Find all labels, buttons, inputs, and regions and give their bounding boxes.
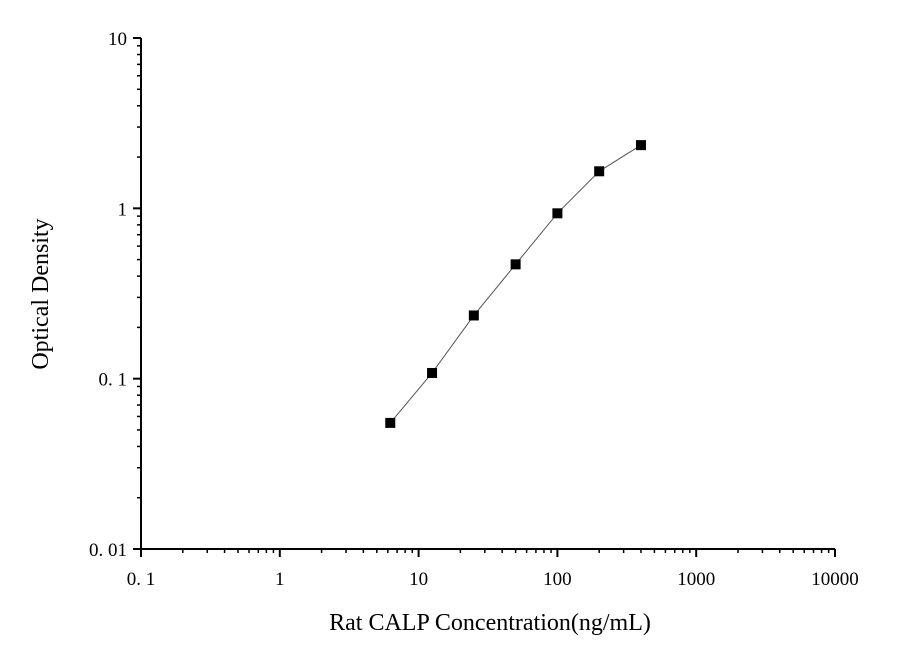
- x-tick-label: 0. 1: [127, 569, 156, 590]
- data-point: [385, 417, 396, 428]
- data-point: [468, 310, 479, 321]
- x-tick-label: 10000: [811, 569, 859, 590]
- y-tick-label: 1: [118, 199, 128, 220]
- plot-area: [385, 140, 646, 428]
- x-tick-label: 100: [543, 569, 572, 590]
- data-point: [594, 166, 605, 177]
- data-point: [552, 208, 563, 219]
- y-tick-label: 0. 01: [89, 540, 127, 561]
- data-point: [510, 259, 521, 270]
- y-tick-label: 0. 1: [99, 370, 128, 391]
- axes: [140, 38, 835, 550]
- y-tick-label: 10: [108, 29, 127, 50]
- x-tick-label: 1000: [677, 569, 715, 590]
- data-point: [635, 140, 646, 151]
- series-line: [389, 144, 642, 424]
- x-axis-title: Rat CALP Concentration(ng/mL): [329, 610, 651, 636]
- x-tick-label: 10: [409, 569, 428, 590]
- data-point: [427, 367, 438, 378]
- y-axis-title: Optical Density: [28, 218, 54, 369]
- x-tick-label: 1: [275, 569, 285, 590]
